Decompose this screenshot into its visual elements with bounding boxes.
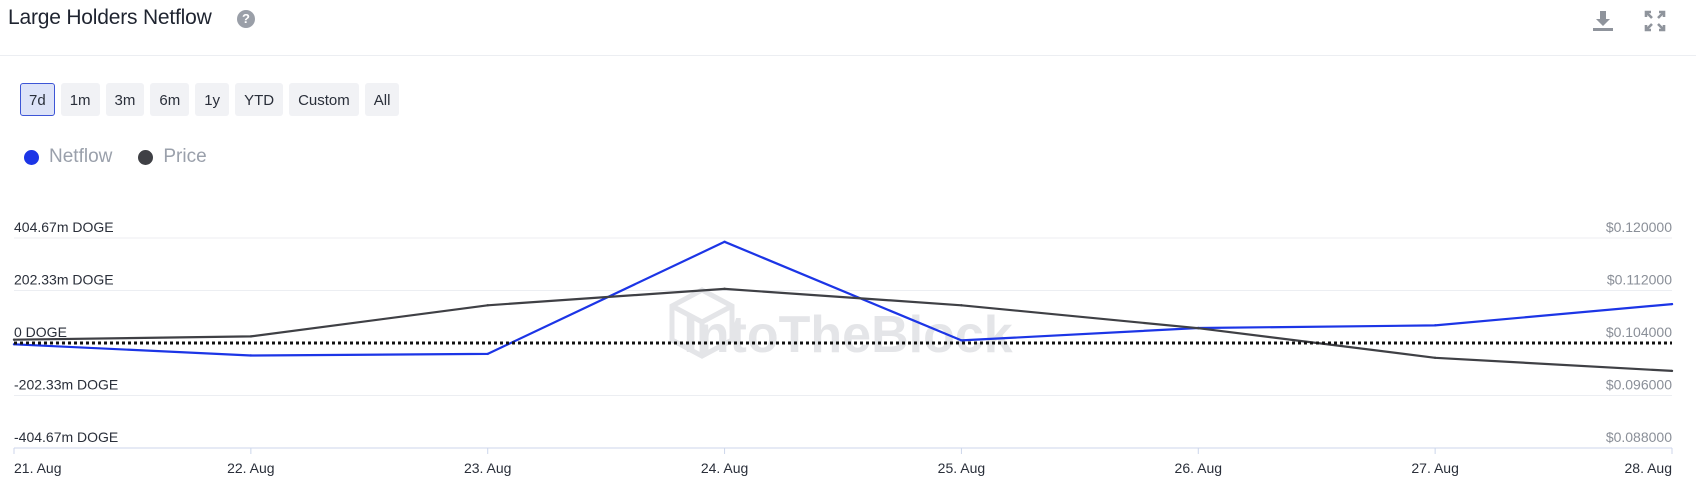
y-left-tick-label: 202.33m DOGE [14, 272, 114, 288]
data-point-price [1197, 327, 1200, 330]
time-range-selector: 7d 1m 3m 6m 1y YTD Custom All [20, 83, 400, 116]
y-left-tick-label: -404.67m DOGE [14, 429, 118, 445]
y-left-tick-label: 0 DOGE [14, 324, 67, 340]
legend-dot-netflow [24, 149, 39, 165]
x-tick-label: 23. Aug [464, 460, 512, 476]
y-left-tick-label: -202.33m DOGE [14, 377, 118, 393]
chart-legend: Netflow Price [24, 146, 207, 168]
data-point-netflow [960, 339, 963, 342]
range-button-7d[interactable]: 7d [20, 83, 55, 116]
y-right-tick-label: $0.096000 [1606, 377, 1672, 393]
data-point-price [960, 304, 963, 307]
legend-item-netflow[interactable]: Netflow [24, 146, 112, 168]
x-tick-label: 25. Aug [938, 460, 986, 476]
y-right-tick-label: $0.112000 [1607, 272, 1672, 288]
range-button-3m[interactable]: 3m [105, 83, 145, 116]
x-tick-label: 28. Aug [1625, 460, 1673, 476]
data-point-price [1670, 369, 1674, 373]
legend-label: Price [163, 146, 207, 167]
legend-item-price[interactable]: Price [138, 146, 207, 168]
download-icon[interactable] [1590, 8, 1616, 34]
x-tick-label: 22. Aug [227, 460, 275, 476]
legend-dot-price [138, 149, 154, 165]
y-right-tick-label: $0.120000 [1606, 219, 1672, 235]
expand-icon[interactable] [1642, 8, 1668, 34]
x-tick-label: 26. Aug [1175, 460, 1223, 476]
range-button-custom[interactable]: Custom [289, 83, 359, 116]
watermark-text: IntoTheBlock [683, 306, 1012, 364]
data-point-price [486, 304, 489, 307]
range-button-ytd[interactable]: YTD [235, 83, 284, 116]
range-button-all[interactable]: All [364, 83, 400, 116]
range-button-1y[interactable]: 1y [195, 83, 230, 116]
range-button-6m[interactable]: 6m [150, 83, 190, 116]
data-point-price [249, 335, 253, 338]
series-line-netflow [13, 240, 1673, 357]
data-point-price [723, 287, 726, 291]
chart-header: Large Holders Netflow ? [0, 0, 1696, 56]
range-button-1m[interactable]: 1m [60, 83, 100, 116]
data-point-netflow [1670, 302, 1674, 306]
data-point-netflow [249, 354, 253, 357]
y-right-tick-label: $0.088000 [1606, 429, 1672, 445]
chart-title: Large Holders Netflow [8, 6, 212, 29]
question-circle-icon[interactable]: ? [237, 10, 255, 28]
data-point-netflow [1433, 324, 1437, 327]
x-tick-label: 27. Aug [1411, 460, 1459, 476]
y-right-tick-label: $0.104000 [1606, 324, 1672, 340]
x-tick-label: 21. Aug [14, 460, 62, 476]
data-point-price [12, 338, 16, 341]
y-left-tick-label: 404.67m DOGE [14, 219, 114, 235]
data-point-netflow [723, 240, 726, 244]
data-point-netflow [486, 352, 489, 356]
x-tick-label: 24. Aug [701, 460, 749, 476]
legend-label: Netflow [49, 146, 113, 167]
data-point-price [1433, 356, 1437, 359]
series-line-price [13, 287, 1673, 372]
